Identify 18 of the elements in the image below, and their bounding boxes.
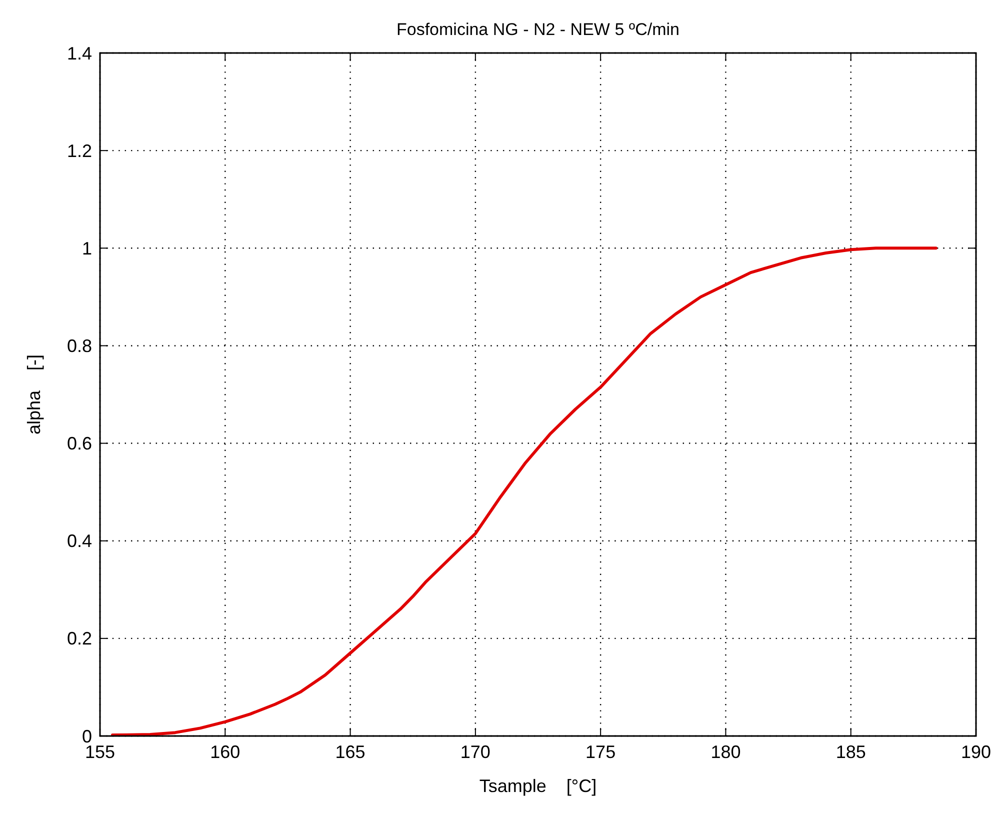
y-tick-label: 0.6 <box>66 434 92 454</box>
y-tick-label: 1.4 <box>66 43 92 64</box>
chart-title: Fosfomicina NG - N2 - NEW 5 ºC/min <box>396 20 680 39</box>
y-tick-label: 0.4 <box>66 531 92 552</box>
y-axis-title: alpha [-] <box>24 354 44 435</box>
y-tick-label: 1.2 <box>66 140 92 161</box>
x-tick-label: 165 <box>335 742 366 762</box>
line-series <box>111 246 938 737</box>
y-tick-label: 1 <box>82 238 92 258</box>
x-tick-label: 175 <box>586 742 616 762</box>
x-tick-label: 185 <box>836 742 866 762</box>
x-tick-label: 180 <box>710 742 741 762</box>
x-tick-label: 170 <box>460 742 490 762</box>
x-tick-label: 190 <box>960 742 992 762</box>
x-tick-label: 160 <box>210 742 240 762</box>
y-tick-label: 0.8 <box>66 336 92 356</box>
x-axis-title: Tsample [°C] <box>479 776 597 796</box>
y-tick-label: 0.2 <box>66 628 92 649</box>
